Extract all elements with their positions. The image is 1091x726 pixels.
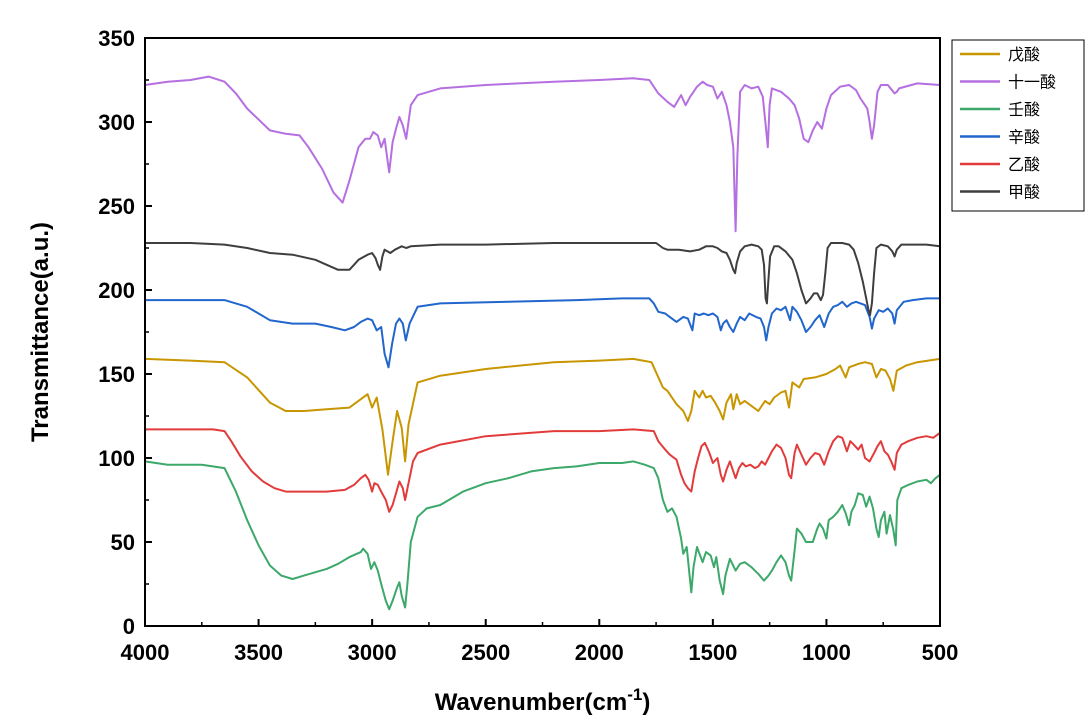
y-tick-label: 300: [98, 110, 135, 135]
x-tick-label: 4000: [121, 640, 170, 665]
y-axis: 0 50 100 150 200 250 300 350: [98, 26, 152, 639]
y-tick-label: 250: [98, 194, 135, 219]
legend-label: 辛酸: [1008, 128, 1040, 147]
x-axis: 4000 3500 3000 2500 2000 1500 1000 500: [121, 619, 959, 665]
x-tick-label: 3000: [348, 640, 397, 665]
series-line-4: [145, 428, 941, 513]
x-axis-title-main: Wavenumber(cm: [435, 689, 628, 716]
legend-label: 十一酸: [1008, 73, 1056, 92]
x-tick-label: 1000: [802, 640, 851, 665]
series-line-0: [144, 357, 941, 476]
plot-area: [144, 75, 941, 611]
x-axis-title: Wavenumber(cm-1): [435, 685, 651, 716]
y-tick-label: 50: [111, 530, 135, 555]
x-axis-title-superscript: -1: [627, 685, 642, 704]
series-line-3: [145, 297, 940, 369]
legend-label: 甲酸: [1008, 183, 1040, 202]
legend-label: 乙酸: [1008, 155, 1040, 174]
y-tick-label: 150: [98, 362, 135, 387]
y-tick-label: 200: [98, 278, 135, 303]
y-tick-label: 350: [98, 26, 135, 51]
series-line-5: [145, 242, 941, 317]
x-tick-label: 2500: [461, 640, 510, 665]
legend-label: 壬酸: [1008, 100, 1040, 119]
x-tick-label: 1500: [688, 640, 737, 665]
y-tick-label: 100: [98, 446, 135, 471]
y-axis-title: Transmittance(a.u.): [27, 222, 54, 442]
series-line-2: [144, 460, 941, 611]
y-tick-label: 0: [123, 614, 135, 639]
x-tick-label: 3500: [234, 640, 283, 665]
series-line-1: [144, 75, 941, 233]
x-axis-title-close: ): [642, 689, 650, 716]
legend-label: 戊酸: [1008, 45, 1040, 64]
x-tick-label: 2000: [575, 640, 624, 665]
legend-box: [951, 39, 1085, 212]
x-tick-label: 500: [922, 640, 959, 665]
